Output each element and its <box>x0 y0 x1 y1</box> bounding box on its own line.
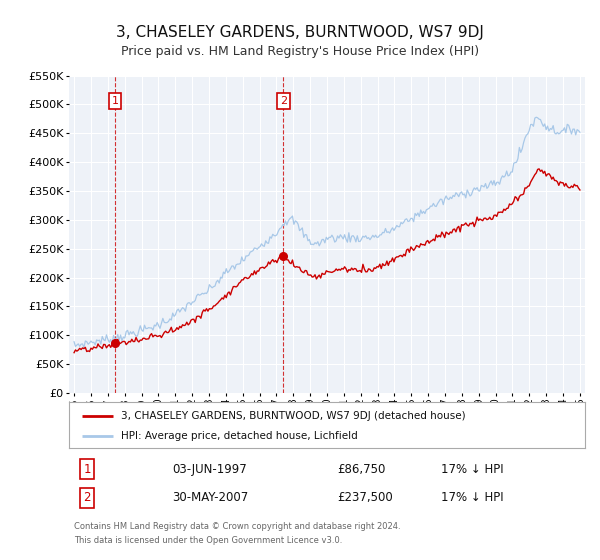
Text: 17% ↓ HPI: 17% ↓ HPI <box>440 491 503 505</box>
Text: Contains HM Land Registry data © Crown copyright and database right 2024.: Contains HM Land Registry data © Crown c… <box>74 522 401 531</box>
Text: 2: 2 <box>83 491 91 505</box>
Text: HPI: Average price, detached house, Lichfield: HPI: Average price, detached house, Lich… <box>121 431 358 441</box>
Text: £237,500: £237,500 <box>337 491 393 505</box>
Text: 3, CHASELEY GARDENS, BURNTWOOD, WS7 9DJ: 3, CHASELEY GARDENS, BURNTWOOD, WS7 9DJ <box>116 25 484 40</box>
Text: £86,750: £86,750 <box>337 463 386 476</box>
Text: 1: 1 <box>83 463 91 476</box>
Text: 30-MAY-2007: 30-MAY-2007 <box>172 491 248 505</box>
Text: 2: 2 <box>280 96 287 106</box>
Text: This data is licensed under the Open Government Licence v3.0.: This data is licensed under the Open Gov… <box>74 536 343 545</box>
Text: 3, CHASELEY GARDENS, BURNTWOOD, WS7 9DJ (detached house): 3, CHASELEY GARDENS, BURNTWOOD, WS7 9DJ … <box>121 412 465 422</box>
Text: Price paid vs. HM Land Registry's House Price Index (HPI): Price paid vs. HM Land Registry's House … <box>121 45 479 58</box>
Text: 17% ↓ HPI: 17% ↓ HPI <box>440 463 503 476</box>
Text: 03-JUN-1997: 03-JUN-1997 <box>172 463 247 476</box>
Text: 1: 1 <box>112 96 118 106</box>
